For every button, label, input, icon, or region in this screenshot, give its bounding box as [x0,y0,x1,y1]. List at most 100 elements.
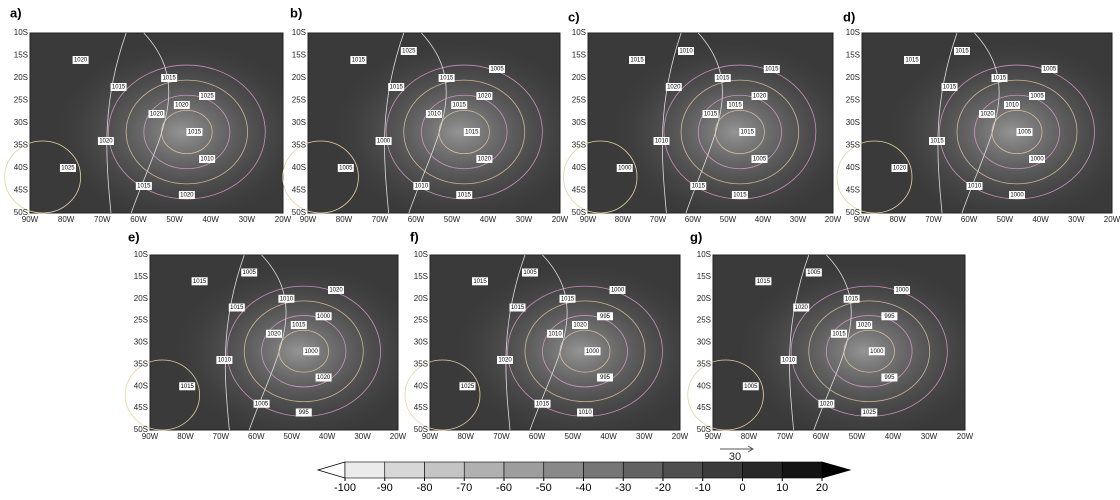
contour-label: 995 [884,314,895,320]
lon-tick-label: 30W [1068,215,1085,224]
contour-label-box [186,128,203,136]
contour-label-box [572,321,588,329]
isobar [524,300,646,403]
isobar [278,329,329,373]
colorbar-segment [781,461,823,479]
contour-label-box [278,294,295,303]
contour-label: 1020 [478,94,492,100]
lon-tick-label: 50W [849,432,866,441]
contour-label-box [400,47,417,55]
contour-label: 1000 [895,288,909,294]
contour-label: 1015 [162,76,176,82]
contour-label-box [547,329,563,338]
contour-label: 1010 [968,184,982,190]
contour-label: 1020 [317,375,331,381]
contour-label: 1000 [586,349,600,355]
lat-tick-label: 50S [414,425,428,434]
contour-label: 995 [600,375,611,381]
contour-label-box [173,101,190,109]
lat-tick-label: 20S [572,73,586,82]
lat-tick-label: 45S [697,403,711,412]
lat-tick-label: 35S [697,359,711,368]
lon-tick-label: 20W [1104,215,1120,224]
contour-label-box [456,191,473,199]
isobar [825,315,913,388]
lon-tick-label: 80W [889,215,906,224]
lon-tick-label: 50W [283,432,300,441]
colorbar-segment [344,461,386,479]
lat-tick-label: 35S [414,359,428,368]
lon-tick-label: 30W [354,432,371,441]
contour-label-box [894,286,910,294]
lat-tick-label: 40S [14,163,28,172]
lon-tick-label: 80W [177,432,194,441]
contour-label-box [228,303,245,312]
lon-tick-label: 40W [1032,215,1049,224]
contour-label-box [59,164,76,172]
lon-tick-label: 20W [275,215,292,224]
lat-tick-label: 30S [697,338,711,347]
lon-tick-label: 70W [650,215,667,224]
contour-label: 1015 [561,296,575,302]
lat-tick-label: 45S [14,186,28,195]
panel-label: b) [290,5,302,20]
lon-tick-label: 60W [685,215,702,224]
contour-label: 995 [884,375,895,381]
contour-label: 1020 [795,305,809,311]
lat-tick-label: 30S [846,118,860,127]
contour-label: 1005 [523,270,537,276]
cloud-field [150,255,398,430]
contour-label: 1005 [255,401,269,407]
contour-label-box [388,83,405,91]
contour-label-box [1029,155,1045,163]
contour-label: 1000 [1010,193,1024,199]
lon-tick-label: 90W [854,215,871,224]
isobar [991,110,1043,155]
colorbar-high-extension [821,461,852,479]
contour-label: 1015 [943,85,957,91]
lat-tick-label: 40S [846,163,860,172]
contour-label: 1025 [402,49,416,55]
contour-label: 1025 [61,166,75,172]
panel-label: d) [843,9,855,24]
lon-tick-label: 20W [552,215,569,224]
contour-label: 1010 [415,184,429,190]
contour-label-box [665,83,682,91]
contour-label-box [714,74,731,82]
contour-label-box [328,286,344,294]
colorbar-segment [742,461,783,479]
colorbar-low-extension [316,461,346,479]
contour-label-box [861,408,878,417]
contour-label-box [929,137,945,145]
isobar [143,94,231,170]
contour-label-box [216,356,233,364]
lon-tick-label: 60W [961,215,978,224]
contour-label-box [451,101,468,109]
contour-label-box [178,191,195,199]
colorbar-tick-label: -70 [456,482,472,494]
contour-label-box [805,268,822,277]
lat-tick-label: 50S [846,208,860,217]
contour-label-box [509,303,526,312]
contour-label: 1015 [390,85,404,91]
contour-label: 1020 [74,58,88,64]
contour-label: 995 [600,314,611,320]
contour-label-box [375,137,392,145]
contour-label-box [979,110,995,118]
lat-tick-label: 10S [697,250,711,259]
lat-tick-label: 45S [572,186,586,195]
lon-tick-label: 70W [777,432,794,441]
contour-label-box [1041,65,1058,73]
contour-label-box [559,294,576,303]
colorbar-tick-label: -50 [536,482,552,494]
contour-label-box [472,277,488,286]
contour-label: 1015 [230,305,244,311]
contour-label-box [110,83,127,91]
contour-label-box [954,47,970,55]
isobar [542,315,628,388]
lon-tick-label: 30W [239,215,256,224]
panel-label: g) [690,229,702,244]
lat-tick-label: 25S [14,96,28,105]
lat-tick-label: 25S [292,96,306,105]
lon-tick-label: 30W [790,215,807,224]
